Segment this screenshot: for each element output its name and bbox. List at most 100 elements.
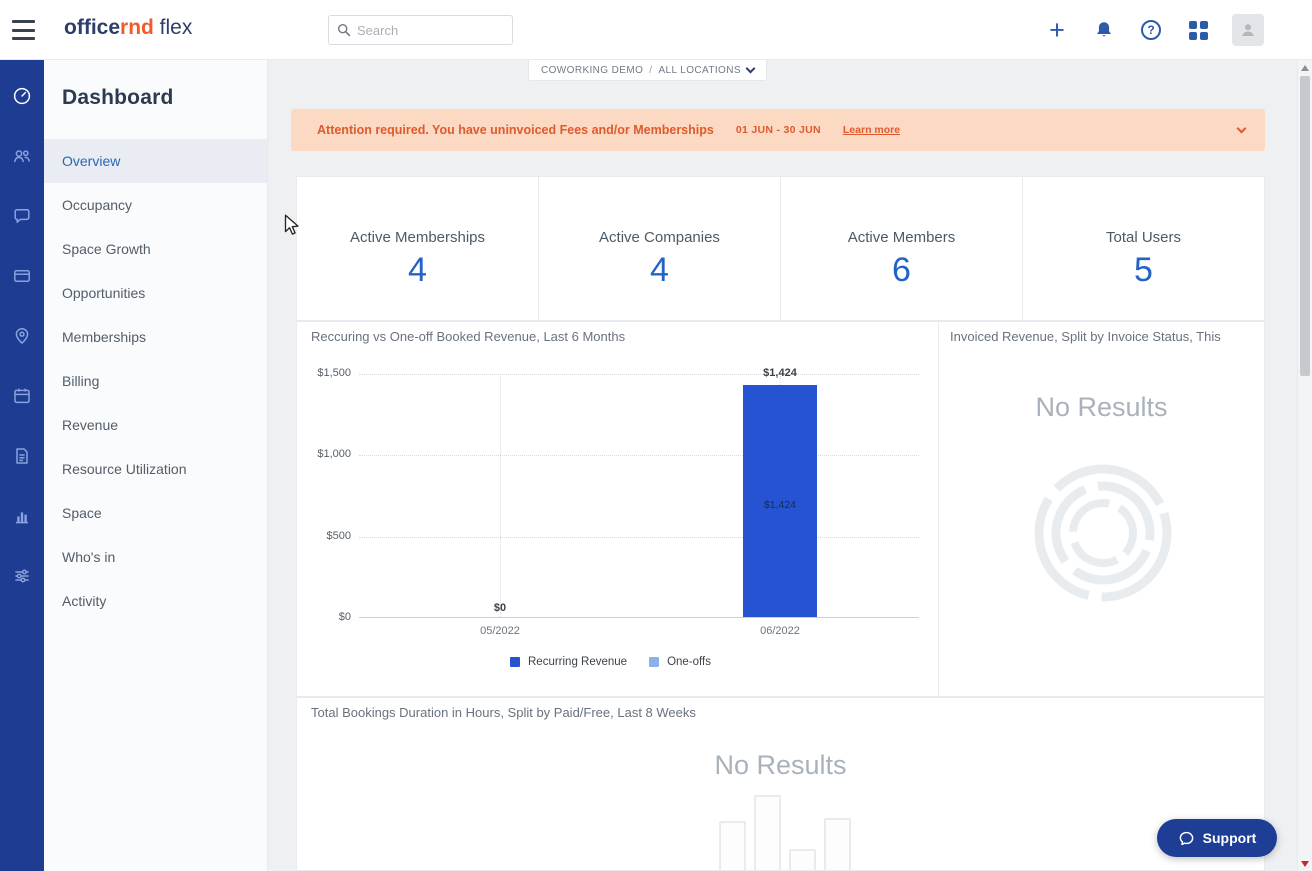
- legend-swatch-recurring: [510, 657, 520, 667]
- notifications-button[interactable]: [1091, 17, 1117, 43]
- search-icon: [337, 23, 351, 37]
- rail-item-calendar[interactable]: [0, 376, 44, 416]
- rail-item-dashboard[interactable]: [0, 76, 44, 116]
- stat-value: 5: [1134, 251, 1153, 289]
- charts-row: Reccuring vs One-off Booked Revenue, Las…: [296, 321, 1265, 697]
- bar-value-label: $0: [493, 602, 507, 614]
- sidebar-item-space[interactable]: Space: [44, 491, 267, 535]
- scroll-up-arrow-icon[interactable]: [1301, 65, 1309, 71]
- empty-bar-icon: [789, 849, 816, 870]
- rail-item-settings[interactable]: [0, 556, 44, 596]
- learn-more-link[interactable]: Learn more: [842, 124, 901, 136]
- sidebar-item-label: Activity: [62, 593, 107, 609]
- scrollbar-thumb[interactable]: [1300, 76, 1310, 376]
- rail-item-community[interactable]: [0, 136, 44, 176]
- stat-card-total-users: Total Users 5: [1022, 176, 1265, 321]
- credit-card-icon: [14, 270, 30, 282]
- mouse-cursor: [284, 214, 299, 235]
- rail-item-documents[interactable]: [0, 436, 44, 476]
- y-axis-tick: $500: [326, 530, 351, 542]
- page-title: Dashboard: [62, 86, 174, 109]
- add-button[interactable]: +: [1044, 15, 1070, 45]
- sidebar-item-opportunities[interactable]: Opportunities: [44, 271, 267, 315]
- sliders-icon: [15, 569, 29, 583]
- chart-title: Invoiced Revenue, Split by Invoice Statu…: [950, 329, 1221, 344]
- global-search: [328, 15, 513, 45]
- legend-swatch-one-offs: [649, 657, 660, 667]
- bell-icon: [1097, 22, 1111, 37]
- main-content: COWORKING DEMO / ALL LOCATIONS Attention…: [268, 60, 1297, 871]
- stat-value: 6: [892, 251, 911, 289]
- y-axis-tick: $1,500: [317, 367, 351, 379]
- user-avatar-button[interactable]: [1232, 14, 1264, 46]
- alert-message: Attention required. You have uninvoiced …: [317, 123, 714, 137]
- stat-label: Active Memberships: [349, 229, 486, 246]
- logo-rnd-text: rnd: [120, 16, 154, 39]
- breadcrumb-separator: /: [649, 64, 653, 76]
- empty-state-text: No Results: [714, 750, 847, 780]
- empty-donut-chart-icon: [1034, 464, 1172, 602]
- top-header: officernd flex + ?: [0, 0, 1312, 60]
- stat-card-active-companies: Active Companies 4: [538, 176, 781, 321]
- empty-bar-icon: [754, 795, 781, 870]
- vertical-scrollbar[interactable]: [1297, 60, 1312, 871]
- app-logo: officernd flex: [64, 16, 192, 40]
- sidebar-item-activity[interactable]: Activity: [44, 579, 267, 623]
- alert-date-range: 01 JUN - 30 JUN: [735, 124, 821, 136]
- sidebar: Dashboard Overview Occupancy Space Growt…: [44, 60, 268, 871]
- sidebar-item-label: Overview: [62, 153, 121, 169]
- x-axis-tick: 05/2022: [480, 625, 520, 637]
- support-button-label: Support: [1202, 830, 1257, 846]
- gauge-icon: [13, 87, 31, 105]
- alert-expand-chevron-icon[interactable]: [1236, 123, 1247, 133]
- gridline: [359, 537, 919, 538]
- apps-button[interactable]: [1185, 17, 1211, 43]
- people-icon: [14, 150, 30, 163]
- logo-flex-text: flex: [153, 16, 193, 39]
- empty-bar-icon: [824, 818, 851, 870]
- invoiced-revenue-chart-card: Invoiced Revenue, Split by Invoice Statu…: [938, 322, 1264, 696]
- location-switcher[interactable]: COWORKING DEMO / ALL LOCATIONS: [528, 60, 767, 81]
- chat-icon: [14, 209, 30, 223]
- breadcrumb-org: COWORKING DEMO: [541, 64, 644, 76]
- chat-bubble-icon: [1179, 831, 1194, 845]
- sidebar-item-resource-utilization[interactable]: Resource Utilization: [44, 447, 267, 491]
- sidebar-item-label: Space Growth: [62, 241, 151, 257]
- stat-value: 4: [408, 251, 427, 289]
- sidebar-item-whos-in[interactable]: Who's in: [44, 535, 267, 579]
- calendar-icon: [14, 388, 30, 404]
- gridline: [359, 455, 919, 456]
- rail-item-messages[interactable]: [0, 196, 44, 236]
- stat-value: 4: [650, 251, 669, 289]
- alert-banner: Attention required. You have uninvoiced …: [291, 109, 1265, 151]
- sidebar-item-occupancy[interactable]: Occupancy: [44, 183, 267, 227]
- sidebar-item-overview[interactable]: Overview: [44, 139, 267, 183]
- rail-item-locations[interactable]: [0, 316, 44, 356]
- stat-label: Total Users: [1105, 229, 1182, 246]
- sidebar-item-space-growth[interactable]: Space Growth: [44, 227, 267, 271]
- stat-label: Active Companies: [599, 229, 720, 246]
- x-axis-tick: 06/2022: [760, 625, 800, 637]
- sidebar-item-memberships[interactable]: Memberships: [44, 315, 267, 359]
- stat-card-active-members: Active Members 6: [780, 176, 1023, 321]
- menu-toggle-button[interactable]: [12, 20, 35, 40]
- help-button[interactable]: ?: [1138, 17, 1164, 43]
- empty-bar-icon: [719, 821, 746, 870]
- search-input[interactable]: [357, 22, 504, 38]
- gridline: [500, 374, 501, 617]
- sidebar-item-revenue[interactable]: Revenue: [44, 403, 267, 447]
- rail-item-billing[interactable]: [0, 256, 44, 296]
- sidebar-item-billing[interactable]: Billing: [44, 359, 267, 403]
- support-button[interactable]: Support: [1157, 819, 1277, 857]
- rail-item-reports[interactable]: [0, 496, 44, 536]
- header-actions: + ?: [1044, 0, 1264, 60]
- sidebar-menu: Overview Occupancy Space Growth Opportun…: [44, 139, 267, 623]
- chart-title: Total Bookings Duration in Hours, Split …: [311, 705, 696, 720]
- legend-label: Recurring Revenue: [528, 656, 628, 668]
- stat-card-active-memberships: Active Memberships 4: [296, 176, 539, 321]
- gridline: [359, 374, 919, 375]
- scroll-down-arrow-icon[interactable]: [1301, 861, 1309, 867]
- plus-icon: +: [1049, 15, 1065, 45]
- bar-inner-label: $1,424: [763, 499, 797, 511]
